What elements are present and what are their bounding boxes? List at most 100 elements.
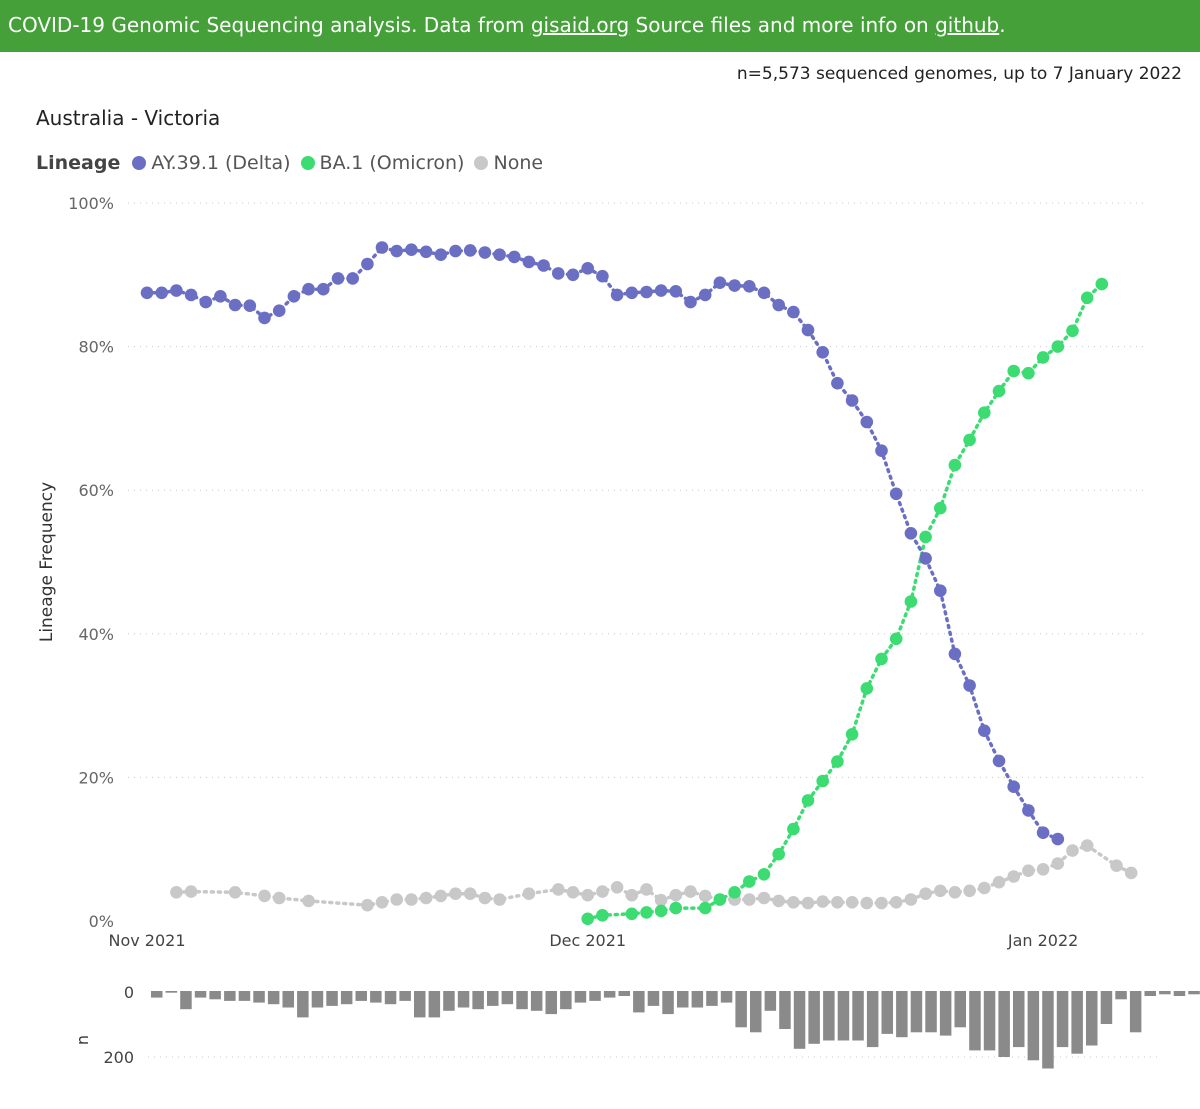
data-point-none	[743, 893, 756, 906]
count-bar	[560, 991, 572, 1010]
count-bar	[1027, 991, 1040, 1061]
y-tick-label: 20%	[78, 768, 114, 787]
data-point-none	[552, 883, 565, 896]
data-point-delta	[757, 286, 771, 300]
data-point-delta	[713, 276, 727, 290]
count-bar	[1100, 991, 1113, 1024]
data-point-omicron	[728, 886, 741, 899]
count-bar	[165, 991, 178, 993]
count-bar	[180, 991, 192, 1010]
data-point-delta	[243, 299, 257, 313]
count-bar	[545, 991, 557, 1015]
data-point-delta	[434, 248, 448, 261]
data-point-delta	[654, 284, 668, 297]
data-point-omicron	[1066, 324, 1079, 338]
data-point-none	[449, 887, 462, 900]
count-bar	[399, 991, 411, 1001]
data-point-omicron	[860, 682, 874, 695]
github-link[interactable]: github	[935, 13, 1000, 37]
data-point-omicron	[801, 794, 815, 807]
data-point-none	[640, 883, 653, 896]
data-point-delta	[1007, 780, 1020, 793]
data-point-none	[757, 891, 771, 905]
count-bar	[238, 991, 251, 1001]
count-bar	[939, 991, 952, 1036]
data-point-delta	[287, 290, 301, 303]
x-tick-label: Dec 2021	[549, 931, 626, 950]
bar-y-axis-title: n	[73, 1035, 92, 1045]
data-point-none	[698, 889, 712, 903]
count-bar	[852, 991, 864, 1041]
data-point-none	[934, 884, 947, 898]
gisaid-link[interactable]: gisaid.org	[530, 13, 630, 37]
count-bar	[501, 991, 514, 1005]
count-bar	[253, 991, 265, 1003]
y-tick-label: 60%	[78, 481, 114, 500]
x-tick-label: Jan 2022	[1007, 931, 1078, 950]
count-bar	[516, 991, 528, 1010]
count-bar	[1115, 991, 1127, 1000]
legend-item-delta[interactable]: AY.39.1 (Delta)	[132, 152, 291, 174]
data-point-none	[1051, 857, 1065, 870]
count-bar	[706, 991, 718, 1006]
data-point-omicron	[698, 901, 712, 915]
data-point-none	[272, 891, 286, 905]
data-point-delta	[375, 241, 389, 254]
data-point-none	[361, 898, 374, 912]
data-point-delta	[258, 311, 271, 325]
legend-item-omicron[interactable]: BA.1 (Omicron)	[300, 152, 464, 174]
data-point-none	[228, 886, 242, 899]
data-point-delta	[625, 286, 639, 300]
count-bar	[530, 991, 543, 1011]
count-bar	[808, 991, 820, 1044]
y-tick-label: 100%	[68, 194, 114, 213]
data-point-none	[669, 888, 683, 902]
count-bar	[297, 991, 309, 1018]
data-point-omicron	[889, 632, 903, 646]
data-point-delta	[419, 245, 433, 259]
data-point-omicron	[1051, 340, 1065, 353]
count-bar	[647, 991, 660, 1006]
data-point-omicron	[743, 875, 756, 888]
data-point-none	[566, 886, 580, 899]
data-point-omicron	[948, 458, 962, 472]
data-point-none	[419, 891, 433, 905]
data-point-delta	[214, 290, 227, 303]
count-bar	[896, 991, 908, 1038]
data-point-omicron	[787, 822, 800, 836]
data-point-delta	[831, 376, 844, 390]
count-bar	[311, 991, 324, 1008]
chart-title: Australia - Victoria	[36, 106, 221, 130]
data-point-delta	[948, 647, 962, 661]
data-point-omicron	[904, 595, 918, 608]
data-point-none	[787, 896, 800, 909]
legend: Lineage AY.39.1 (Delta) BA.1 (Omicron) N…	[36, 152, 553, 174]
banner-text-after: .	[999, 13, 1006, 37]
count-bar	[837, 991, 850, 1041]
count-bar	[384, 991, 397, 1005]
data-point-omicron	[669, 901, 683, 915]
data-point-none	[684, 885, 697, 898]
data-point-delta	[1036, 826, 1050, 839]
data-point-delta	[934, 584, 947, 597]
y-tick-label: 0%	[89, 912, 114, 931]
series-none	[170, 839, 1138, 912]
series-omicron	[581, 277, 1109, 926]
data-point-none	[1066, 844, 1079, 857]
x-tick-label: Nov 2021	[108, 931, 185, 950]
legend-item-none[interactable]: None	[474, 152, 543, 174]
data-point-delta	[1051, 832, 1065, 846]
y-tick-label: 40%	[78, 625, 114, 644]
data-point-none	[258, 889, 271, 903]
data-point-omicron	[596, 909, 609, 922]
data-point-omicron	[1080, 291, 1094, 305]
legend-dot-none	[474, 156, 489, 170]
data-point-delta	[845, 394, 859, 407]
data-point-delta	[170, 284, 183, 297]
data-point-delta	[1022, 804, 1035, 817]
data-point-delta	[463, 244, 477, 257]
data-point-delta	[199, 295, 213, 309]
data-point-none	[1022, 864, 1035, 877]
data-point-omicron	[963, 433, 976, 447]
count-bar	[662, 991, 674, 1015]
